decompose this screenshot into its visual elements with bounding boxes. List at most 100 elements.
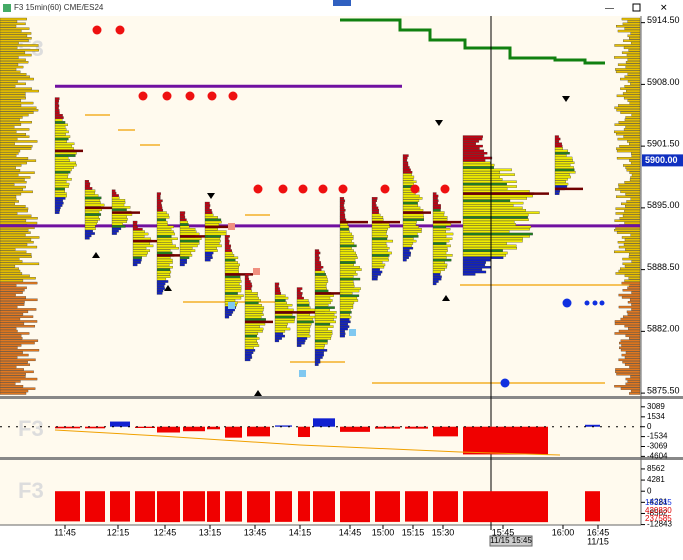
profile-row: [339, 289, 360, 293]
profile-row: [244, 346, 254, 350]
profile-row: [179, 237, 202, 240]
profile-row: [462, 249, 503, 252]
profile-row: [339, 277, 361, 281]
side-profile-bar: [614, 320, 641, 323]
profile-row: [132, 249, 151, 252]
profile-row: [54, 180, 67, 184]
side-profile-bar: [625, 205, 641, 208]
profile-row: [432, 268, 445, 271]
profile-row: [314, 322, 331, 326]
profile-row: [432, 235, 447, 238]
profile-row: [224, 251, 233, 255]
side-profile-bar: [621, 296, 641, 299]
profile-row: [244, 284, 253, 288]
profile-row: [54, 206, 61, 210]
side-profile-bar: [622, 214, 641, 218]
delta-bar: [585, 424, 600, 427]
maximize-button[interactable]: [632, 3, 641, 12]
side-profile-bar: [0, 281, 38, 285]
profile-row: [554, 163, 571, 167]
profile-row: [111, 225, 126, 228]
side-profile-bar: [620, 77, 641, 81]
profile-row: [204, 213, 214, 217]
side-profile-bar: [0, 89, 39, 93]
profile-row: [54, 197, 66, 200]
side-profile-bar: [623, 243, 641, 246]
volume-bar: [135, 491, 155, 522]
side-profile-bar: [629, 392, 641, 395]
profile-row: [339, 273, 358, 276]
time-label: 16:45: [587, 527, 610, 537]
profile-row: [274, 289, 281, 293]
profile-row: [402, 197, 423, 200]
title-bar: [0, 0, 683, 16]
profile-row: [132, 261, 141, 264]
profile-row: [224, 256, 239, 259]
signal-square: [349, 329, 356, 336]
profile-row: [339, 197, 345, 200]
side-profile-bar: [0, 65, 24, 69]
time-label: 11:45: [54, 527, 76, 537]
close-button[interactable]: ✕: [660, 2, 668, 12]
profile-row: [204, 230, 227, 233]
profile-row: [156, 216, 170, 219]
side-profile-bar: [615, 212, 641, 215]
axis-tick-label: -3069: [647, 442, 668, 451]
price-tick-label: 5914.50: [647, 15, 680, 25]
profile-row: [314, 353, 324, 357]
side-profile-bar: [0, 361, 28, 364]
side-profile-bar: [624, 181, 641, 184]
profile-row: [224, 284, 242, 288]
delta-bar: [433, 426, 458, 437]
profile-row: [111, 206, 131, 209]
time-label: 13:45: [244, 527, 267, 537]
profile-row: [84, 182, 91, 185]
side-profile-bar: [629, 101, 641, 105]
side-profile-bar: [626, 200, 641, 203]
side-profile-bar: [0, 241, 34, 244]
profile-row: [554, 147, 564, 150]
profile-row: [132, 235, 145, 238]
profile-row: [462, 171, 501, 174]
side-profile-bar: [0, 164, 22, 167]
profile-row: [179, 227, 196, 231]
profile-row: [339, 256, 358, 259]
profile-row: [462, 256, 504, 259]
drag-handle[interactable]: [333, 0, 351, 6]
side-profile-bar: [624, 221, 641, 225]
cursor-box: [489, 535, 533, 547]
side-profile-bar: [615, 370, 641, 374]
minimize-button[interactable]: —: [605, 2, 614, 12]
profile-row: [339, 216, 346, 219]
side-profile-bar: [624, 118, 641, 122]
side-profile-bar: [0, 392, 27, 395]
profile-row: [314, 334, 332, 338]
delta-bar: [375, 426, 400, 429]
profile-row: [224, 235, 230, 238]
signal-square: [253, 268, 260, 275]
side-profile-bar: [0, 344, 22, 347]
profile-row: [339, 201, 345, 205]
profile-row: [462, 206, 523, 210]
side-profile-bar: [0, 253, 32, 256]
side-profile-bar: [0, 41, 19, 45]
profile-row: [402, 178, 414, 181]
profile-row: [371, 235, 389, 238]
side-profile-bar: [0, 279, 24, 282]
side-profile-bar: [614, 385, 641, 388]
side-profile-bar: [0, 205, 26, 208]
side-profile-bar: [0, 109, 39, 112]
side-profile-bar: [631, 291, 641, 294]
side-profile-bar: [0, 51, 26, 54]
profile-row: [339, 327, 348, 331]
profile-row: [432, 218, 448, 221]
profile-row: [224, 270, 239, 274]
profile-row: [54, 159, 70, 162]
profile-row: [244, 292, 258, 295]
app-icon: [3, 4, 11, 12]
side-profile-bar: [616, 157, 641, 160]
profile-row: [54, 125, 66, 129]
time-label: 12:15: [107, 527, 130, 537]
profile-row: [371, 239, 394, 243]
